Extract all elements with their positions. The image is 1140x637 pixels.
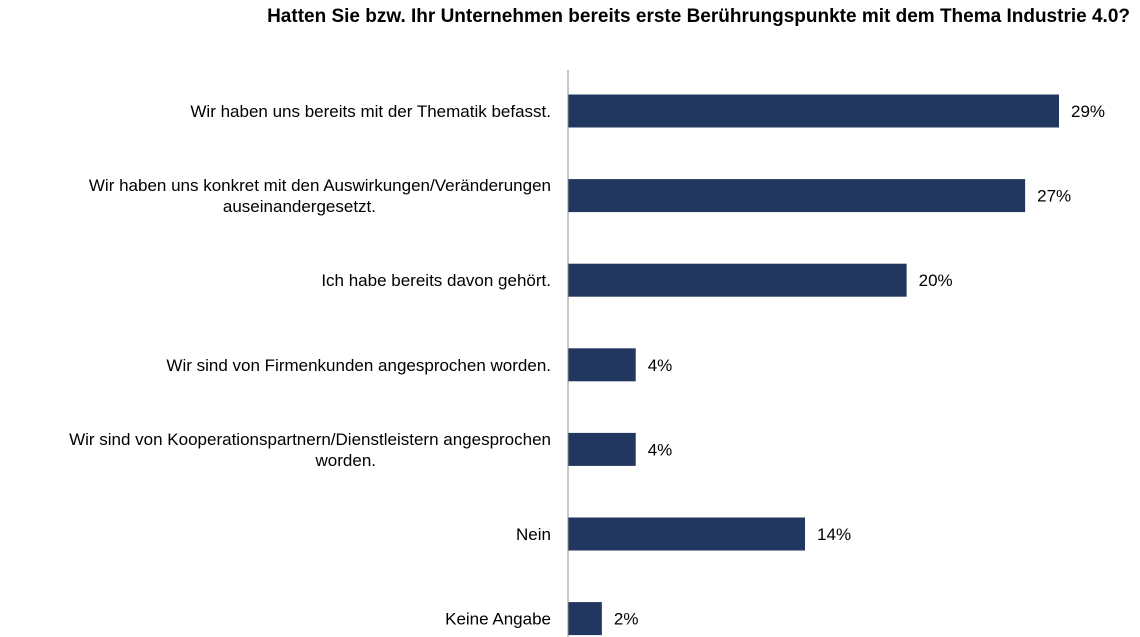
value-label: 4% [648,356,673,375]
category-label-line: Wir haben uns bereits mit der Thematik b… [190,102,551,121]
bar [568,263,907,297]
value-label: 20% [919,271,953,290]
category-label-line: auseinandergesetzt. [223,197,376,216]
category-label: Wir sind von Kooperationspartnern/Dienst… [69,430,551,470]
category-label: Ich habe bereits davon gehört. [321,271,551,290]
category-label-line: Ich habe bereits davon gehört. [321,271,551,290]
category-label: Nein [516,525,551,544]
bars-layer [568,94,1059,636]
value-labels-layer: 29% 27% 20% 4% 4% 14% 2% [614,102,1105,629]
bar [568,179,1026,213]
bar [568,432,636,466]
category-label-line: Wir haben uns konkret mit den Auswirkung… [89,176,551,195]
category-label-line: Wir sind von Kooperationspartnern/Dienst… [69,430,551,449]
category-label-line: Wir sind von Firmenkunden angesprochen w… [166,356,551,375]
chart-title: Hatten Sie bzw. Ihr Unternehmen bereits … [267,6,1130,27]
category-label: Wir haben uns konkret mit den Auswirkung… [89,176,551,216]
category-label: Keine Angabe [445,610,551,629]
bar [568,94,1059,128]
value-label: 14% [817,525,851,544]
value-label: 4% [648,440,673,459]
value-label: 27% [1037,187,1071,206]
category-label: Wir sind von Firmenkunden angesprochen w… [166,356,551,375]
category-label: Wir haben uns bereits mit der Thematik b… [190,102,551,121]
bar [568,517,806,551]
bar [568,602,602,636]
value-label: 2% [614,610,639,629]
category-label-line: worden. [315,451,376,470]
bar [568,348,636,382]
category-label-line: Nein [516,525,551,544]
category-label-line: Keine Angabe [445,610,551,629]
value-label: 29% [1071,102,1105,121]
category-labels-layer: Wir haben uns bereits mit der Thematik b… [69,102,551,629]
